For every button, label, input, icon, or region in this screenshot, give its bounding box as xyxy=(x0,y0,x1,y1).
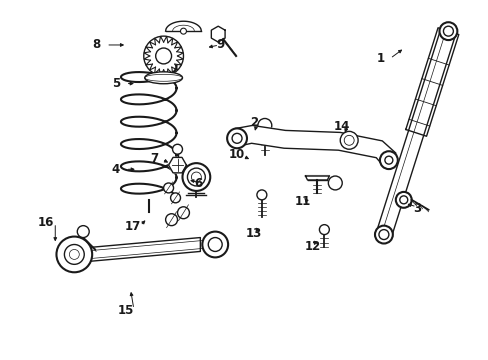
Text: 9: 9 xyxy=(216,38,224,51)
Circle shape xyxy=(379,151,397,169)
Circle shape xyxy=(208,238,222,251)
Ellipse shape xyxy=(144,72,182,84)
Circle shape xyxy=(172,144,182,154)
Text: 3: 3 xyxy=(412,202,420,215)
Circle shape xyxy=(182,163,210,191)
Circle shape xyxy=(165,214,177,226)
Circle shape xyxy=(64,244,84,264)
Circle shape xyxy=(69,249,79,260)
Circle shape xyxy=(327,176,342,190)
Text: 14: 14 xyxy=(333,120,349,133)
Circle shape xyxy=(378,230,388,239)
Circle shape xyxy=(257,118,271,132)
Text: 16: 16 xyxy=(37,216,54,229)
Text: 15: 15 xyxy=(117,304,134,317)
Circle shape xyxy=(163,183,173,193)
Circle shape xyxy=(180,28,186,34)
Text: 12: 12 xyxy=(304,240,320,253)
Circle shape xyxy=(256,190,266,200)
Polygon shape xyxy=(89,238,200,261)
Circle shape xyxy=(319,225,328,235)
Polygon shape xyxy=(211,26,224,42)
Polygon shape xyxy=(168,157,186,173)
Text: 1: 1 xyxy=(376,52,384,65)
Text: 7: 7 xyxy=(150,152,159,165)
Text: 8: 8 xyxy=(92,38,101,51)
Text: 11: 11 xyxy=(294,195,310,208)
Text: 6: 6 xyxy=(194,177,202,190)
Text: 10: 10 xyxy=(229,148,245,162)
Circle shape xyxy=(399,196,407,204)
Circle shape xyxy=(344,135,353,145)
Circle shape xyxy=(384,156,392,164)
Text: 5: 5 xyxy=(112,77,120,90)
Circle shape xyxy=(439,22,456,40)
Text: 4: 4 xyxy=(112,163,120,176)
Polygon shape xyxy=(405,28,458,136)
Circle shape xyxy=(340,131,357,149)
Circle shape xyxy=(443,26,452,36)
Circle shape xyxy=(187,168,205,186)
Circle shape xyxy=(155,48,171,64)
Text: 13: 13 xyxy=(245,227,262,240)
Circle shape xyxy=(374,226,392,243)
Polygon shape xyxy=(305,176,328,180)
Polygon shape xyxy=(376,29,455,237)
Circle shape xyxy=(170,193,180,203)
Polygon shape xyxy=(235,125,395,166)
Circle shape xyxy=(226,129,246,148)
Circle shape xyxy=(395,192,411,208)
Text: 2: 2 xyxy=(250,116,258,129)
Text: 17: 17 xyxy=(124,220,141,233)
Circle shape xyxy=(191,172,201,182)
Circle shape xyxy=(177,207,189,219)
Circle shape xyxy=(202,231,228,257)
Circle shape xyxy=(77,226,89,238)
Circle shape xyxy=(56,237,92,272)
Circle shape xyxy=(232,133,242,143)
